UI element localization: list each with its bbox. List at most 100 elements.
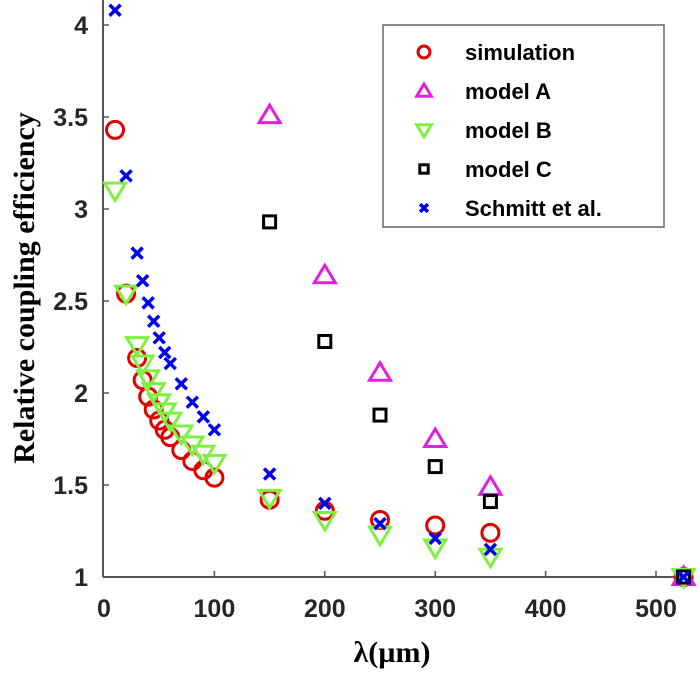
x-marker-stroke <box>141 296 155 310</box>
data-point <box>130 246 144 260</box>
legend-item: Schmitt et al. <box>418 196 602 221</box>
data-point <box>157 345 172 360</box>
data-point <box>427 459 443 475</box>
x-tick-label: 0 <box>97 595 111 623</box>
y-axis-title: Relative coupling efficiency <box>8 112 41 464</box>
legend-label: model C <box>465 157 552 182</box>
data-points <box>101 3 697 590</box>
data-point <box>422 538 449 561</box>
y-ticks: 1 1.5 2 2.5 3 3.5 4 <box>53 12 109 592</box>
x-tick-label: 400 <box>525 595 567 623</box>
legend-item: model B <box>414 118 552 143</box>
x-tick-label: 500 <box>635 595 677 623</box>
data-point <box>105 119 126 140</box>
data-point <box>262 214 278 230</box>
y-tick-label: 1.5 <box>53 472 88 500</box>
x-marker-stroke <box>373 516 387 531</box>
data-point <box>317 333 333 349</box>
data-point <box>101 181 129 204</box>
series-model-a <box>256 102 697 586</box>
x-tick-label: 200 <box>304 595 346 623</box>
x-marker-stroke <box>483 542 498 557</box>
data-point <box>425 515 446 536</box>
data-point <box>318 496 332 511</box>
data-point <box>196 410 211 424</box>
data-point <box>311 510 338 533</box>
data-point <box>163 356 177 371</box>
x-marker-stroke <box>185 395 200 409</box>
data-point <box>185 395 200 409</box>
x-marker-stroke <box>152 331 166 345</box>
x-marker-stroke <box>318 496 332 511</box>
x-marker-stroke <box>207 423 222 437</box>
data-point <box>174 377 189 391</box>
data-point <box>141 296 155 310</box>
series-schmitt-et-al <box>108 3 691 584</box>
data-point <box>140 382 167 405</box>
x-marker-stroke <box>428 531 442 546</box>
data-point <box>373 516 387 531</box>
legend-marker-icon <box>416 44 432 60</box>
data-point <box>366 525 394 548</box>
legend: simulation model A model B model C Schmitt e… <box>382 24 665 228</box>
legend-label: Schmitt et al. <box>465 196 602 221</box>
data-point <box>201 453 228 476</box>
x-tick-label: 100 <box>194 595 236 623</box>
x-marker-stroke <box>174 377 189 391</box>
x-marker-stroke <box>157 345 172 360</box>
x-marker-stroke <box>108 3 122 18</box>
data-point <box>129 354 156 377</box>
x-marker-stroke <box>135 274 150 288</box>
legend-item: model C <box>418 157 552 182</box>
data-point <box>477 547 504 570</box>
y-tick-label: 1 <box>74 564 88 592</box>
data-point <box>108 3 122 18</box>
x-tick-label: 300 <box>414 595 456 623</box>
x-marker-stroke <box>262 467 277 481</box>
legend-marker-icon <box>418 202 430 214</box>
x-ticks: 0 100 200 300 400 500 <box>97 571 677 623</box>
data-point <box>256 488 283 511</box>
series-model-c <box>262 214 692 585</box>
data-point <box>482 494 498 510</box>
data-point <box>372 407 388 423</box>
x-marker-stroke <box>196 410 211 424</box>
data-point <box>123 336 151 359</box>
data-point <box>119 169 133 183</box>
data-point <box>676 569 692 585</box>
legend-label: simulation <box>465 40 575 65</box>
data-point <box>256 102 283 125</box>
series-model-b <box>101 181 697 590</box>
data-point <box>477 473 504 496</box>
legend-marker-icon <box>414 81 434 98</box>
x-marker-stroke <box>119 169 133 183</box>
data-point <box>480 522 501 543</box>
data-point <box>135 274 150 288</box>
x-axis-title: λ(µm) <box>354 636 431 669</box>
data-point <box>428 531 442 546</box>
data-point <box>168 424 195 447</box>
data-point <box>262 467 277 481</box>
legend-item: model A <box>414 79 551 104</box>
data-point <box>366 359 394 382</box>
x-marker-stroke <box>418 202 430 214</box>
x-marker-stroke <box>146 314 161 328</box>
legend-marker-icon <box>418 163 430 175</box>
y-tick-label: 3.5 <box>53 104 88 132</box>
y-tick-label: 4 <box>74 12 88 40</box>
legend-label: model B <box>465 118 552 143</box>
data-point <box>676 570 691 584</box>
x-marker-stroke <box>163 356 177 371</box>
data-point <box>152 331 166 345</box>
x-marker-stroke <box>676 570 691 584</box>
data-point <box>157 411 184 434</box>
y-tick-label: 2.5 <box>53 288 88 316</box>
data-point <box>135 369 162 392</box>
data-point <box>207 423 222 437</box>
y-tick-label: 3 <box>74 196 88 224</box>
legend-marker-icon <box>414 123 434 140</box>
legend-label: model A <box>465 79 551 104</box>
data-point <box>112 284 140 307</box>
data-point <box>204 467 225 488</box>
data-point <box>146 314 161 328</box>
